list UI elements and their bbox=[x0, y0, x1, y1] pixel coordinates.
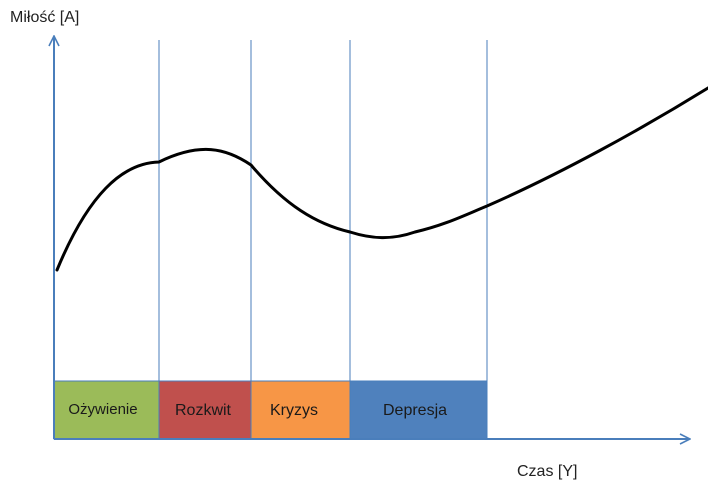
x-axis-label: Czas [Y] bbox=[517, 463, 577, 480]
phase-label: Ożywienie bbox=[68, 401, 137, 418]
phase-box bbox=[250, 380, 351, 440]
phase-kryzys: Kryzys bbox=[250, 380, 351, 440]
phase-depresja: Depresja bbox=[349, 380, 488, 440]
phase-label: Kryzys bbox=[270, 402, 318, 419]
phase-rozkwit: Rozkwit bbox=[158, 380, 252, 440]
phase-label: Rozkwit bbox=[175, 402, 232, 419]
phase-box bbox=[349, 380, 488, 440]
phase-box bbox=[53, 380, 160, 440]
phase-label: Depresja bbox=[383, 402, 447, 419]
y-axis-label: Miłość [A] bbox=[10, 9, 79, 26]
love-curve bbox=[55, 86, 708, 272]
phase-oziwienie: Ożywienie bbox=[53, 380, 160, 440]
